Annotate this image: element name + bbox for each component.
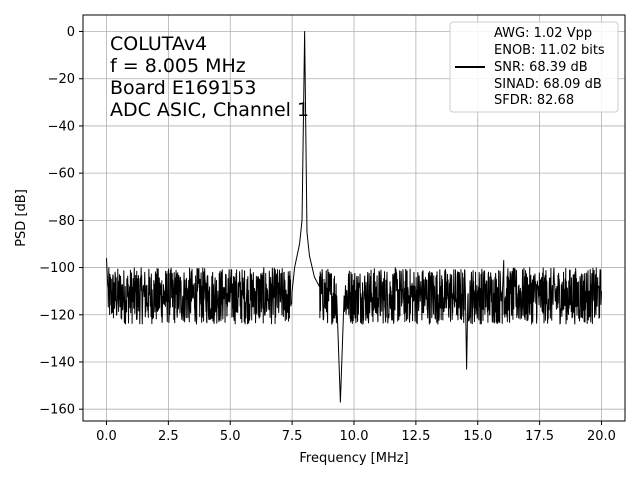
- x-tick-label: 10.0: [340, 429, 369, 444]
- plot-frame: [82, 14, 626, 422]
- legend: AWG: 1.02 Vpp ENOB: 11.02 bits SNR: 68.3…: [449, 21, 619, 113]
- x-tick-label: 7.5: [282, 429, 303, 444]
- y-axis-ticks: 0 −20 −40 −60 −80 −100 −120 −140 −160: [39, 25, 83, 418]
- y-tick-label: −160: [39, 403, 75, 418]
- legend-box: [449, 21, 619, 113]
- grid: [83, 15, 625, 421]
- psd-trace: [106, 31, 602, 403]
- x-tick-label: 20.0: [587, 429, 616, 444]
- annotation-block: COLUTAv4 f = 8.005 MHz Board E169153 ADC…: [110, 33, 309, 121]
- x-tick-label: 15.0: [463, 429, 492, 444]
- legend-line-4: SINAD: 68.09 dB: [494, 77, 602, 92]
- legend-line-1: AWG: 1.02 Vpp: [494, 26, 592, 41]
- y-tick-label: −120: [39, 308, 75, 323]
- legend-line-5: SFDR: 82.68: [494, 93, 574, 108]
- y-tick-label: −140: [39, 355, 75, 370]
- legend-line-2: ENOB: 11.02 bits: [494, 43, 605, 58]
- x-tick-label: 5.0: [220, 429, 241, 444]
- y-tick-label: −80: [48, 214, 75, 229]
- x-tick-label: 12.5: [401, 429, 430, 444]
- y-tick-label: −60: [48, 167, 75, 182]
- x-tick-label: 17.5: [525, 429, 554, 444]
- y-tick-label: −40: [48, 119, 75, 134]
- legend-line-3: SNR: 68.39 dB: [494, 60, 588, 75]
- y-tick-label: −100: [39, 261, 75, 276]
- annotation-line-1: COLUTAv4: [110, 33, 207, 55]
- x-axis-label: Frequency [MHz]: [299, 451, 408, 466]
- x-axis-ticks: 0.0 2.5 5.0 7.5 10.0 12.5 15.0 17.5 20.0: [96, 421, 616, 444]
- y-axis-label: PSD [dB]: [14, 189, 29, 247]
- y-tick-label: 0: [67, 25, 75, 40]
- y-tick-label: −20: [48, 72, 75, 87]
- x-tick-label: 2.5: [158, 429, 179, 444]
- x-tick-label: 0.0: [96, 429, 117, 444]
- annotation-line-3: Board E169153: [110, 77, 256, 99]
- psd-series: [106, 31, 602, 403]
- annotation-line-2: f = 8.005 MHz: [110, 55, 246, 77]
- annotation-line-4: ADC ASIC, Channel 1: [110, 99, 309, 121]
